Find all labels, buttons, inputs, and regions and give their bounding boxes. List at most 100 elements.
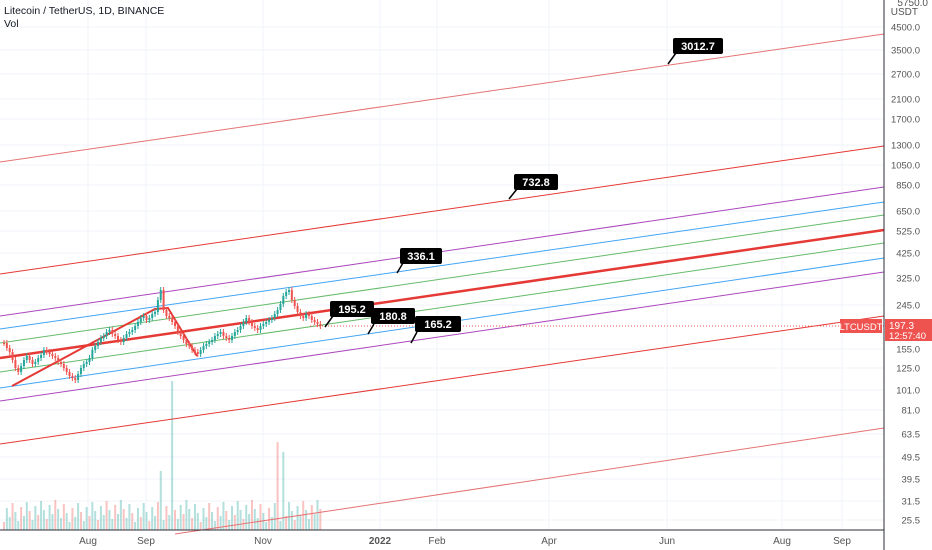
candle-body[interactable] <box>11 352 14 360</box>
candle-body[interactable] <box>119 340 122 342</box>
callout-180[interactable]: 180.8 <box>367 308 415 335</box>
candle-body[interactable] <box>191 346 194 350</box>
candle-body[interactable] <box>159 290 162 300</box>
candle-body[interactable] <box>51 354 54 356</box>
candle-body[interactable] <box>40 355 43 358</box>
time-axis[interactable]: Aug Sep Nov 2022 Feb Apr Jun Aug Sep <box>79 536 851 547</box>
candle-body[interactable] <box>5 343 8 348</box>
candle-body[interactable] <box>245 318 248 322</box>
symbol-title[interactable]: Litecoin / TetherUS, 1D, BINANCE <box>4 5 164 17</box>
candle-body[interactable] <box>165 310 168 316</box>
candle-body[interactable] <box>305 314 308 318</box>
candle-body[interactable] <box>74 378 77 380</box>
candle-body[interactable] <box>82 364 85 368</box>
candle-body[interactable] <box>105 332 108 336</box>
candle-body[interactable] <box>14 360 17 368</box>
candle-body[interactable] <box>22 360 25 366</box>
candle-body[interactable] <box>293 300 296 306</box>
candle-body[interactable] <box>253 326 256 328</box>
upper-green-line[interactable] <box>0 214 885 344</box>
candle-body[interactable] <box>91 350 94 358</box>
price-axis[interactable]: 4500.0 3500.0 2700.0 2100.0 1700.0 1300.0 1050… <box>891 23 920 527</box>
candle-body[interactable] <box>136 322 139 326</box>
candle-body[interactable] <box>176 326 179 332</box>
candle-body[interactable] <box>122 338 125 342</box>
candle-body[interactable] <box>125 334 128 338</box>
lower-green-line[interactable] <box>0 242 885 373</box>
candle-body[interactable] <box>236 330 239 332</box>
candle-body[interactable] <box>139 318 142 322</box>
candle-body[interactable] <box>48 352 51 354</box>
channel-lines[interactable] <box>0 33 885 535</box>
regression-midline[interactable] <box>0 228 885 360</box>
candle-body[interactable] <box>25 356 28 360</box>
candle-body[interactable] <box>179 332 182 336</box>
candle-body[interactable] <box>71 376 74 378</box>
candle-body[interactable] <box>282 296 285 304</box>
candle-body[interactable] <box>111 330 114 334</box>
candle-body[interactable] <box>222 332 225 336</box>
candle-body[interactable] <box>114 334 117 336</box>
candle-body[interactable] <box>45 350 48 352</box>
candle-body[interactable] <box>79 368 82 374</box>
candle-body[interactable] <box>128 332 131 334</box>
callout-336[interactable]: 336.1 <box>396 248 442 274</box>
candle-body[interactable] <box>65 368 68 372</box>
upper-blue-line[interactable] <box>0 201 885 330</box>
candle-body[interactable] <box>259 326 262 330</box>
candle-body[interactable] <box>62 364 65 368</box>
candle-body[interactable] <box>262 324 265 326</box>
candle-body[interactable] <box>205 344 208 346</box>
candle-body[interactable] <box>37 358 40 362</box>
candle-body[interactable] <box>248 318 251 322</box>
candle-body[interactable] <box>239 326 242 330</box>
candle-body[interactable] <box>202 346 205 350</box>
candle-body[interactable] <box>8 348 11 352</box>
candle-body[interactable] <box>108 330 111 332</box>
callouts[interactable]: 3012.7 732.8 336.1 195.2 180.8 <box>324 38 723 344</box>
candle-body[interactable] <box>162 290 165 310</box>
candle-body[interactable] <box>225 336 228 338</box>
candle-body[interactable] <box>250 322 253 326</box>
candle-body[interactable] <box>299 312 302 316</box>
candle-body[interactable] <box>196 352 199 354</box>
candle-body[interactable] <box>219 332 222 334</box>
candle-body[interactable] <box>268 320 271 322</box>
candle-body[interactable] <box>199 350 202 354</box>
candle-body[interactable] <box>34 362 37 364</box>
candle-body[interactable] <box>85 362 88 364</box>
outer-red-line-2[interactable] <box>0 145 885 275</box>
candle-body[interactable] <box>319 324 322 326</box>
candle-body[interactable] <box>256 328 259 330</box>
candle-body[interactable] <box>31 360 34 364</box>
candle-body[interactable] <box>316 322 319 324</box>
candle-body[interactable] <box>188 344 191 346</box>
outer-red-line-3[interactable] <box>0 315 885 445</box>
candle-body[interactable] <box>97 342 100 346</box>
outer-red-line-1[interactable] <box>0 33 885 163</box>
candle-body[interactable] <box>88 358 91 362</box>
callout-195[interactable]: 195.2 <box>324 301 374 328</box>
candle-body[interactable] <box>216 334 219 336</box>
candle-body[interactable] <box>60 362 62 364</box>
candle-body[interactable] <box>28 356 31 360</box>
candle-body[interactable] <box>285 292 288 296</box>
candle-body[interactable] <box>20 366 23 372</box>
candle-body[interactable] <box>68 372 71 376</box>
candle-body[interactable] <box>211 340 214 342</box>
volume-indicator-label[interactable]: Vol <box>4 18 19 30</box>
candles[interactable] <box>3 287 322 383</box>
candle-body[interactable] <box>270 318 273 320</box>
drawn-pattern-line[interactable] <box>11 306 198 387</box>
callout-165[interactable]: 165.2 <box>410 316 461 344</box>
lower-purple-line[interactable] <box>0 271 885 402</box>
candle-body[interactable] <box>3 343 5 344</box>
callout-3012[interactable]: 3012.7 <box>667 38 723 65</box>
candle-body[interactable] <box>276 310 279 314</box>
candle-body[interactable] <box>117 336 119 340</box>
candle-body[interactable] <box>290 290 293 300</box>
candle-body[interactable] <box>313 320 316 322</box>
candle-body[interactable] <box>131 330 134 332</box>
candle-body[interactable] <box>151 314 154 318</box>
